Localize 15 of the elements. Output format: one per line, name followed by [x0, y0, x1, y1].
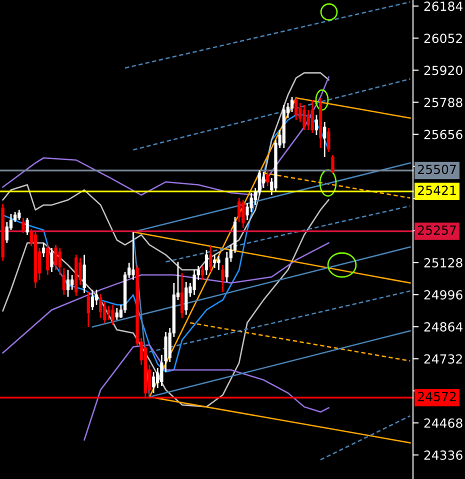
y-tick-label: 26184 [424, 2, 462, 11]
y-tick-label: 25128 [424, 258, 462, 268]
y-tick-label: 25656 [424, 130, 462, 140]
y-tick-label: 24732 [424, 354, 462, 364]
ref-line-label: 25421 [418, 186, 456, 196]
y-tick-label: 25788 [424, 98, 462, 108]
y-tick-label: 24996 [424, 290, 462, 300]
y-tick-label: 24336 [424, 450, 462, 460]
y-tick-label: 26052 [424, 34, 462, 44]
ref-line-label: 25507 [418, 164, 456, 174]
y-tick-label: 24468 [424, 418, 462, 428]
y-tick-label: 24864 [424, 322, 462, 332]
ref-line-label: 25257 [418, 225, 456, 235]
y-tick-label: 25920 [424, 66, 462, 76]
ref-line-label: 24572 [418, 392, 456, 402]
